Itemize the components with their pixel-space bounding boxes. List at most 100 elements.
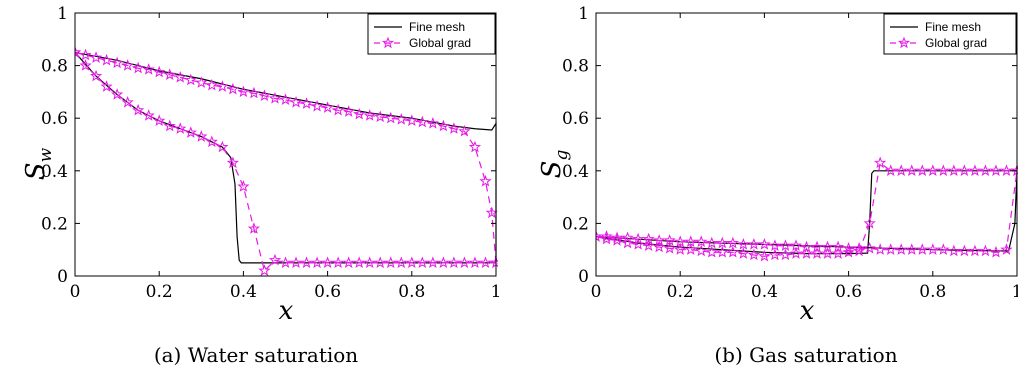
water-global-grad-point bbox=[110, 56, 124, 69]
water-y-tick-label: 1 bbox=[57, 4, 68, 24]
water-global-grad-point bbox=[195, 130, 208, 142]
water-global-grad-point bbox=[426, 117, 439, 129]
water-global-grad-point bbox=[205, 135, 218, 148]
gas-global-grad-point bbox=[853, 244, 866, 257]
gas-ticks: 0 0.2 0.4 0.6 0.8 1 0 0.2 0.4 0.6 0.8 1 bbox=[562, 4, 1018, 302]
gas-y-tick-label: 1 bbox=[578, 4, 589, 24]
gas-global-grad-point bbox=[600, 230, 613, 242]
water-global-grad-point bbox=[416, 256, 429, 269]
water-y-label-sub: w bbox=[36, 147, 56, 162]
gas-global-grad-point bbox=[747, 238, 760, 250]
water-y-tick-label: 0.6 bbox=[41, 109, 68, 129]
water-global-grad-point bbox=[458, 124, 471, 137]
gas-series-line-fine-mesh bbox=[596, 170, 1018, 252]
gas-global-grad-point bbox=[895, 243, 908, 255]
gas-caption: (b) Gas saturation bbox=[714, 343, 897, 367]
water-global-grad-point bbox=[279, 93, 292, 105]
gas-global-grad-point bbox=[684, 235, 697, 248]
gas-global-grad-point bbox=[958, 164, 971, 177]
svg-text:Sw: Sw bbox=[21, 147, 56, 180]
gas-legend-box bbox=[883, 13, 1017, 55]
gas-global-grad-point bbox=[842, 241, 855, 254]
gas-global-grad-point bbox=[663, 241, 676, 254]
gas-global-grad-point bbox=[926, 243, 939, 255]
water-global-grad-point bbox=[395, 256, 408, 269]
water-global-grad-point bbox=[384, 256, 397, 269]
water-global-grad-point bbox=[310, 256, 324, 269]
gas-series-line-global-grad bbox=[596, 170, 1018, 253]
gas-global-grad-point bbox=[737, 238, 750, 250]
water-global-grad-point bbox=[342, 256, 355, 269]
water-global-grad-point bbox=[468, 140, 482, 153]
water-y-tick-label: 0.4 bbox=[41, 162, 68, 182]
gas-y-tick-label: 0.4 bbox=[562, 162, 589, 182]
water-global-grad-point bbox=[416, 115, 429, 128]
water-global-grad-point bbox=[89, 69, 103, 82]
gas-global-grad-point bbox=[779, 239, 792, 251]
gas-axes-frame bbox=[595, 12, 1018, 277]
water-global-grad-point bbox=[142, 109, 155, 121]
water-legend-global-marker bbox=[381, 36, 395, 49]
water-global-grad-point bbox=[321, 101, 334, 113]
gas-y-tick-label: 0 bbox=[578, 267, 589, 287]
gas-x-tick-label: 0.6 bbox=[835, 282, 862, 302]
water-x-tick-label: 0 bbox=[70, 282, 81, 302]
gas-global-grad-point bbox=[695, 244, 708, 257]
gas-global-grad-point bbox=[621, 231, 634, 244]
water-global-grad-point bbox=[300, 97, 313, 109]
gas-plot-area bbox=[596, 156, 1018, 262]
gas-global-grad-point bbox=[1000, 164, 1013, 177]
water-global-grad-point bbox=[289, 256, 303, 269]
water-global-grad-point bbox=[468, 256, 482, 269]
gas-global-grad-point bbox=[842, 245, 855, 258]
gas-global-grad-point bbox=[947, 164, 960, 177]
gas-y-tick-label: 0.6 bbox=[562, 109, 589, 129]
gas-global-grad-point bbox=[674, 235, 687, 248]
water-global-grad-point bbox=[100, 53, 113, 66]
water-global-grad-point bbox=[310, 99, 324, 112]
water-global-grad-point bbox=[75, 46, 82, 58]
water-global-grad-point bbox=[79, 48, 92, 61]
water-global-grad-point bbox=[237, 180, 250, 192]
water-y-tick-label: 0.2 bbox=[41, 214, 68, 234]
gas-global-grad-point bbox=[705, 245, 718, 258]
water-global-grad-point bbox=[237, 85, 250, 98]
gas-global-grad-point bbox=[716, 236, 729, 249]
water-global-grad-point bbox=[153, 65, 166, 78]
water-global-grad-point bbox=[479, 256, 492, 269]
water-global-grad-point bbox=[89, 51, 103, 63]
water-global-grad-point bbox=[205, 78, 218, 91]
gas-global-grad-point bbox=[716, 245, 729, 258]
water-global-grad-point bbox=[447, 256, 461, 269]
water-global-grad-point bbox=[332, 103, 345, 116]
gas-y-axis-label: Sg bbox=[537, 150, 572, 179]
gas-global-grad-point bbox=[937, 243, 950, 255]
gas-global-grad-point bbox=[958, 244, 971, 257]
svg-text:Sg: Sg bbox=[537, 150, 572, 179]
water-series-line-fine-mesh bbox=[75, 52, 496, 264]
gas-global-grad-point bbox=[642, 232, 655, 245]
water-global-grad-point bbox=[258, 89, 271, 102]
water-global-grad-point bbox=[226, 156, 239, 169]
gas-legend-global-label: Global grad bbox=[925, 36, 987, 50]
gas-global-grad-point bbox=[768, 248, 782, 261]
water-global-grad-point bbox=[279, 256, 292, 269]
gas-global-grad-point bbox=[937, 164, 950, 177]
gas-global-grad-point bbox=[979, 244, 992, 257]
water-global-grad-point bbox=[363, 256, 376, 269]
water-global-grad-point bbox=[384, 111, 397, 124]
water-x-tick-label: 0.4 bbox=[230, 282, 257, 302]
gas-global-grad-point bbox=[695, 235, 708, 248]
gas-global-grad-point bbox=[989, 245, 1003, 258]
water-global-grad-point bbox=[142, 63, 155, 75]
water-global-grad-point bbox=[374, 110, 387, 123]
gas-global-grad-point bbox=[810, 240, 824, 253]
water-global-grad-point bbox=[321, 256, 334, 269]
gas-global-grad-point bbox=[968, 164, 982, 177]
water-x-axis-label: x bbox=[279, 296, 294, 326]
gas-global-grad-point bbox=[968, 244, 982, 257]
gas-global-grad-point bbox=[684, 243, 697, 255]
water-global-grad-point bbox=[353, 107, 366, 120]
water-y-tick-label: 0 bbox=[57, 267, 68, 287]
water-global-grad-point bbox=[79, 59, 92, 71]
